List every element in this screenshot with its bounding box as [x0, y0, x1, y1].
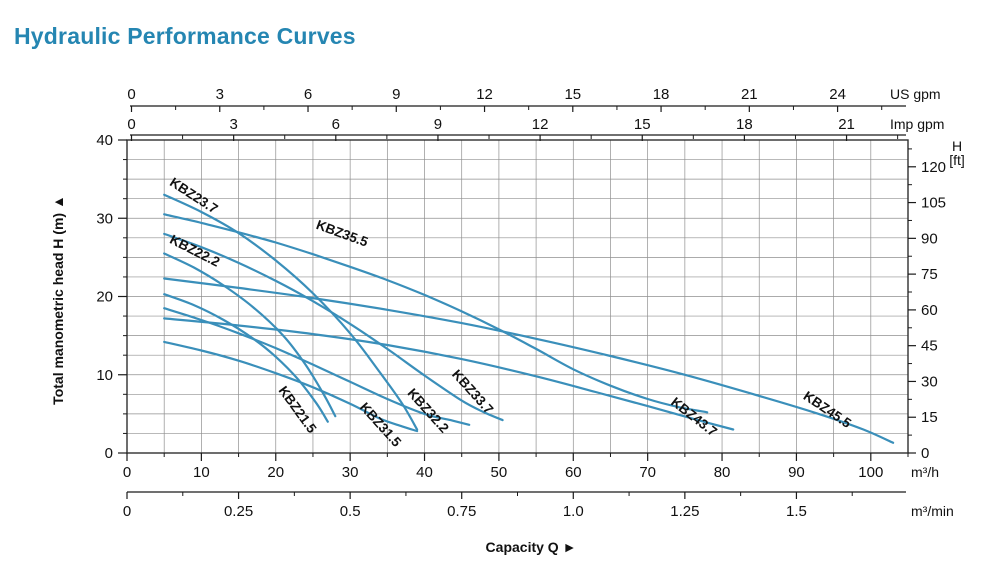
svg-text:1.0: 1.0: [563, 503, 584, 520]
svg-text:20: 20: [267, 464, 284, 481]
curve-label-KBZ33.7: KBZ33.7: [449, 367, 496, 417]
svg-text:6: 6: [332, 116, 340, 133]
m3h-unit-label: m³/h: [911, 464, 939, 480]
svg-text:1.5: 1.5: [786, 503, 807, 520]
svg-text:40: 40: [416, 464, 433, 481]
axis-us-gpm: 0 3 6 9 12 15 18 21 24 US gpm: [127, 86, 941, 112]
y-axis-title: Total manometric head H (m) ▲: [50, 195, 66, 405]
svg-text:0.5: 0.5: [340, 503, 361, 520]
svg-text:60: 60: [565, 464, 582, 481]
curve-KBZ43.7: [163, 317, 735, 431]
ft-axis-unit-label: [ft]: [949, 152, 965, 168]
svg-text:0.25: 0.25: [224, 503, 253, 520]
svg-text:90: 90: [788, 464, 805, 481]
svg-text:18: 18: [653, 86, 670, 103]
grid: [126, 139, 909, 454]
svg-text:100: 100: [858, 464, 883, 481]
curve-KBZ22.2: [163, 252, 337, 418]
capacity-label: Capacity Q ►: [486, 539, 577, 555]
curve-KBZ31.5: [163, 340, 419, 433]
curve-KBZ35.5: [163, 213, 709, 414]
axis-head-m: 0 10 20 30 40 Total manometric head H (m) ▲: [50, 132, 127, 462]
svg-text:20: 20: [96, 289, 113, 306]
svg-text:0: 0: [123, 503, 131, 520]
ft-axis-h-label: H: [952, 138, 962, 154]
svg-text:30: 30: [921, 373, 938, 390]
svg-text:90: 90: [921, 230, 938, 247]
curve-label-KBZ35.5: KBZ35.5: [314, 217, 370, 250]
svg-text:75: 75: [921, 266, 938, 283]
svg-text:24: 24: [829, 86, 846, 103]
m3min-unit-label: m³/min: [911, 503, 954, 519]
svg-text:50: 50: [491, 464, 508, 481]
axis-head-ft: 0 15 30 45 60 75 90 105 120 H[ft]: [908, 138, 965, 462]
us-gpm-unit-label: US gpm: [890, 86, 941, 102]
svg-text:0: 0: [105, 445, 113, 462]
axis-m3h: 0 10 20 30 40 50 60 70 80 90 100 m³/h: [123, 453, 939, 481]
svg-text:3: 3: [216, 86, 224, 103]
curve-KBZ21.5: [163, 293, 329, 423]
svg-text:12: 12: [476, 86, 493, 103]
svg-text:40: 40: [96, 132, 113, 149]
svg-text:18: 18: [736, 116, 753, 133]
svg-text:1.25: 1.25: [670, 503, 699, 520]
svg-text:45: 45: [921, 338, 938, 355]
svg-text:21: 21: [741, 86, 758, 103]
curve-KBZ32.2: [163, 307, 471, 426]
svg-text:60: 60: [921, 302, 938, 319]
svg-text:0.75: 0.75: [447, 503, 476, 520]
svg-text:10: 10: [96, 367, 113, 384]
svg-text:15: 15: [634, 116, 651, 133]
svg-text:6: 6: [304, 86, 312, 103]
svg-text:0: 0: [127, 86, 135, 103]
svg-text:10: 10: [193, 464, 210, 481]
svg-text:80: 80: [714, 464, 731, 481]
axis-m3min: 0 0.25 0.5 0.75 1.0 1.25 1.5 m³/min: [123, 491, 954, 520]
curve-KBZ45.5: [163, 277, 895, 444]
svg-text:9: 9: [434, 116, 442, 133]
svg-text:105: 105: [921, 195, 946, 212]
curves: [163, 193, 895, 444]
svg-text:120: 120: [921, 159, 946, 176]
svg-text:0: 0: [921, 445, 929, 462]
svg-text:3: 3: [229, 116, 237, 133]
curve-KBZ23.7: [163, 193, 419, 431]
svg-text:0: 0: [123, 464, 131, 481]
svg-text:0: 0: [127, 116, 135, 133]
curve-label-KBZ23.7: KBZ23.7: [167, 175, 220, 217]
svg-text:9: 9: [392, 86, 400, 103]
svg-text:21: 21: [838, 116, 855, 133]
curve-label-KBZ43.7: KBZ43.7: [668, 394, 720, 439]
curve-label-KBZ32.2: KBZ32.2: [404, 385, 451, 435]
curve-KBZ33.7: [163, 232, 504, 422]
svg-text:70: 70: [639, 464, 656, 481]
imp-gpm-unit-label: Imp gpm: [890, 116, 944, 132]
svg-text:12: 12: [532, 116, 549, 133]
svg-text:30: 30: [342, 464, 359, 481]
page-title: Hydraulic Performance Curves: [14, 23, 356, 50]
x-axis-title: Capacity Q ►: [486, 539, 577, 555]
svg-text:15: 15: [564, 86, 581, 103]
svg-text:15: 15: [921, 409, 938, 426]
svg-text:30: 30: [96, 210, 113, 227]
axis-imp-gpm: 0 3 6 9 12 15 18 21 Imp gpm: [127, 116, 944, 141]
